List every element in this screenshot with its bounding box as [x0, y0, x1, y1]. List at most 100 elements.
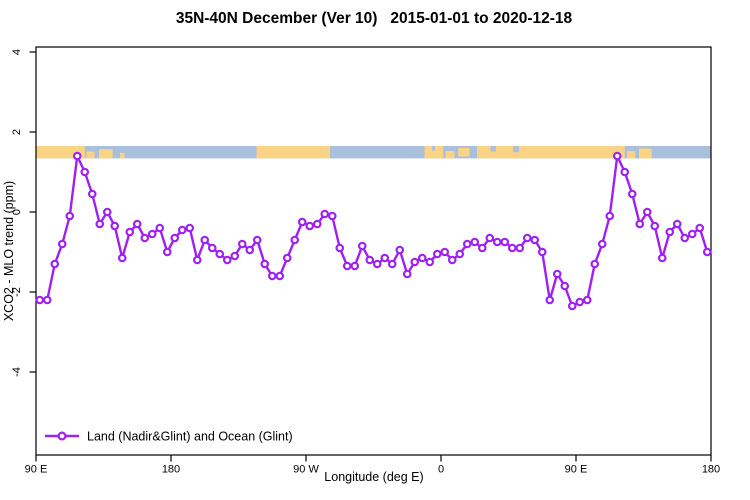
x-tick-label: 180 — [162, 464, 180, 476]
data-point-marker — [282, 253, 292, 263]
data-point-marker — [132, 219, 142, 229]
data-point-marker — [297, 217, 307, 227]
data-point-marker — [665, 227, 675, 237]
data-point-marker — [477, 243, 487, 253]
data-point-marker — [312, 219, 322, 229]
band-land-segment — [86, 151, 95, 159]
data-point-marker — [507, 243, 517, 253]
data-point-marker — [635, 219, 645, 229]
data-point-marker — [582, 295, 592, 305]
data-point-marker — [72, 151, 82, 161]
data-point-marker — [605, 211, 615, 221]
data-point-marker — [252, 235, 262, 245]
data-point-marker — [327, 211, 337, 221]
data-series — [35, 151, 712, 311]
data-point-marker — [350, 261, 360, 271]
band-ocean-patch — [432, 146, 435, 151]
data-point-marker — [102, 207, 112, 217]
data-point-marker — [215, 249, 225, 259]
y-tick-label: -4 — [11, 367, 23, 377]
data-point-marker — [207, 243, 217, 253]
data-point-marker — [470, 237, 480, 247]
data-point-marker — [65, 211, 75, 221]
data-point-marker — [290, 235, 300, 245]
axis-ticks: 90 E 180 90 W 0 90 E 180 4 2 0 -2 -4 — [11, 49, 720, 476]
data-point-marker — [95, 219, 105, 229]
data-point-marker — [612, 151, 622, 161]
data-point-marker — [372, 259, 382, 269]
x-tick-label: 0 — [438, 464, 444, 476]
data-point-marker — [680, 233, 690, 243]
data-point-marker — [80, 167, 90, 177]
x-tick-label: 90 E — [565, 464, 588, 476]
data-point-marker — [672, 219, 682, 229]
y-tick-label: -2 — [11, 287, 23, 297]
data-point-marker — [140, 233, 150, 243]
data-point-marker — [155, 223, 165, 233]
data-point-marker — [537, 247, 547, 257]
data-point-marker — [702, 247, 712, 257]
data-point-marker — [492, 237, 502, 247]
data-point-marker — [57, 239, 67, 249]
band-land-segment — [36, 146, 85, 159]
legend-marker-icon — [57, 431, 67, 441]
band-land-segment — [445, 150, 455, 159]
data-point-marker — [462, 239, 472, 249]
land-ocean-band — [36, 146, 711, 159]
data-point-marker — [447, 255, 457, 265]
data-point-marker — [642, 207, 652, 217]
legend-label: Land (Nadir&Glint) and Ocean (Glint) — [87, 430, 293, 444]
band-land-segment — [256, 146, 330, 159]
data-point-marker — [657, 253, 667, 263]
data-point-marker — [395, 245, 405, 255]
y-tick-label: 2 — [11, 129, 23, 135]
data-point-marker — [597, 239, 607, 249]
data-point-marker — [530, 235, 540, 245]
data-point-marker — [417, 253, 427, 263]
band-land-segment — [627, 150, 636, 159]
data-point-marker — [237, 239, 247, 249]
data-point-marker — [162, 247, 172, 257]
y-tick-label: 0 — [11, 209, 23, 215]
data-point-marker — [650, 221, 660, 231]
data-point-marker — [552, 269, 562, 279]
data-point-marker — [222, 255, 232, 265]
data-point-marker — [500, 237, 510, 247]
data-point-marker — [87, 189, 97, 199]
series-line — [38, 154, 709, 308]
data-point-marker — [200, 235, 210, 245]
data-point-marker — [177, 225, 187, 235]
x-tick-label: 90 W — [293, 464, 319, 476]
data-point-marker — [260, 259, 270, 269]
data-point-marker — [485, 233, 495, 243]
data-point-marker — [522, 233, 532, 243]
data-point-marker — [432, 249, 442, 259]
data-point-marker — [545, 295, 555, 305]
legend: Land (Nadir&Glint) and Ocean (Glint) — [45, 430, 293, 444]
x-tick-label: 90 E — [25, 464, 48, 476]
data-point-marker — [125, 227, 135, 237]
data-point-marker — [455, 249, 465, 259]
data-point-marker — [35, 295, 45, 305]
data-point-marker — [335, 243, 345, 253]
band-land-segment — [477, 146, 625, 159]
data-point-marker — [342, 261, 352, 271]
data-point-marker — [230, 251, 240, 261]
data-point-marker — [320, 209, 330, 219]
data-point-marker — [42, 295, 52, 305]
data-point-marker — [110, 221, 120, 231]
data-point-marker — [147, 229, 157, 239]
data-point-marker — [590, 259, 600, 269]
data-point-marker — [402, 269, 412, 279]
data-point-marker — [185, 223, 195, 233]
data-point-marker — [245, 245, 255, 255]
data-point-marker — [515, 243, 525, 253]
band-land-segment — [424, 146, 444, 159]
data-point-marker — [410, 257, 420, 267]
x-tick-label: 180 — [702, 464, 720, 476]
data-point-marker — [365, 255, 375, 265]
data-point-marker — [267, 271, 277, 281]
data-point-marker — [560, 281, 570, 291]
data-point-marker — [380, 253, 390, 263]
